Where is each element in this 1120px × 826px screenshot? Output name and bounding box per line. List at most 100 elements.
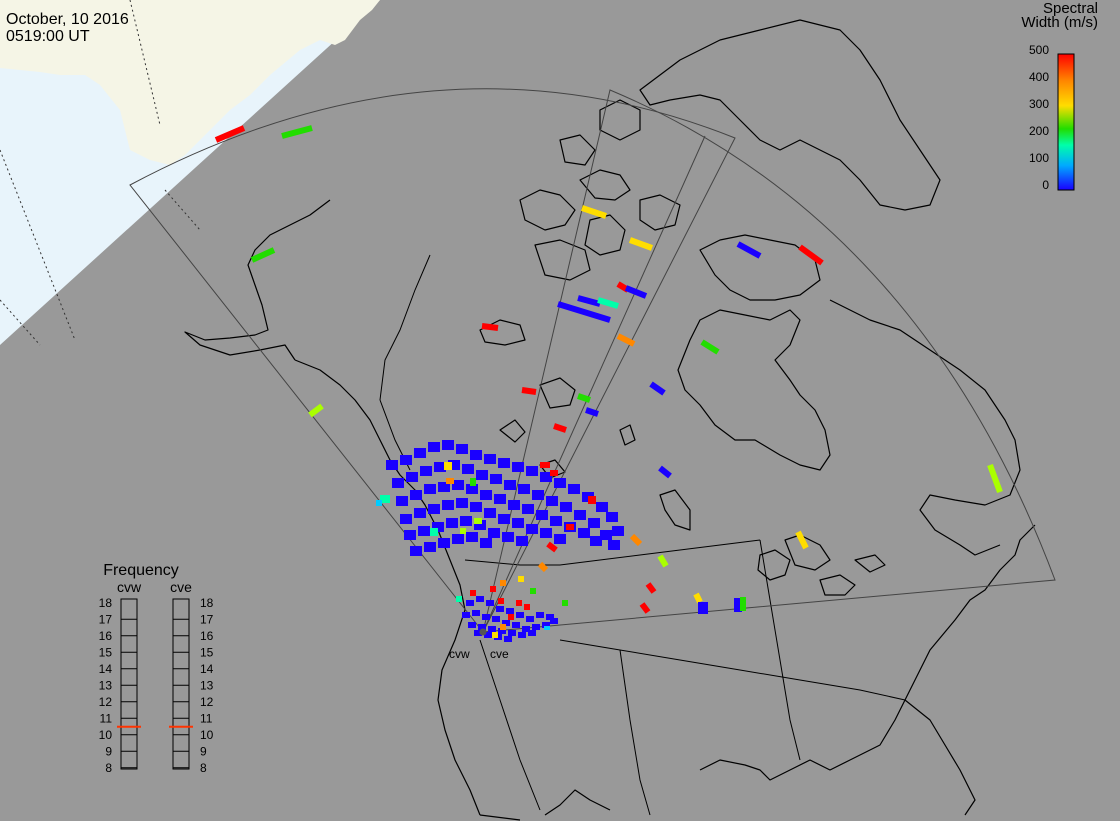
radar-echo [508,614,514,620]
radar-echo [649,381,666,396]
radar-echo [522,626,530,632]
radar-echo [488,528,500,538]
radar-echo [600,530,612,540]
radar-echo [502,620,510,626]
radar-echo [428,442,440,452]
radar-echo [536,612,544,618]
radar-echo [616,333,636,347]
radar-echo [585,407,599,417]
radar-echo [512,462,524,472]
radar-echo [562,600,568,606]
radar-echo [484,508,496,518]
radar-echo [645,582,657,594]
radar-echo [490,586,496,592]
radar-echo [518,576,524,582]
radar-echo [537,561,549,573]
radar-echo [446,478,454,484]
radar-echo [540,528,552,538]
frequency-tick-left: 8 [105,761,112,775]
radar-echo [470,478,476,486]
radar-echo [444,462,452,470]
radar-echo [438,538,450,548]
radar-echo [693,592,703,604]
radar-echo [516,612,524,618]
radar-echo [629,533,643,547]
frequency-tick-right: 9 [200,745,207,759]
radar-echo [588,496,596,504]
radar-echo [281,125,313,139]
radar-echo [480,490,492,500]
radar-echo [542,622,550,628]
radar-echo [456,444,468,454]
radar-echo [526,616,534,622]
radar-echo [516,536,528,546]
radar-echo [504,480,516,490]
radar-echo [476,596,484,602]
frequency-cve-label: cve [170,579,192,595]
radar-echo [606,512,618,522]
radar-echo [658,465,672,479]
colorbar-tick-label: 400 [1029,70,1049,84]
radar-echo [386,460,398,470]
radar-echo [798,244,824,266]
radar-echo [456,596,462,602]
radar-echo [574,510,586,520]
radar-echo [484,454,496,464]
frequency-bar-cvw [120,598,138,770]
frequency-panel: Frequency cvw cve 18 18 17 17 16 16 15 15 14 14 13… [99,562,214,775]
radar-echo [734,598,742,612]
colorbar-ticks: 500 400 300 200 100 0 [1029,43,1049,192]
radar-echo [400,514,412,524]
radar-echo [554,534,566,544]
radar-echo [420,466,432,476]
radar-echo [532,624,540,630]
radar-echo [486,600,494,606]
radar-echo [448,460,460,470]
radar-echo [496,606,504,612]
frequency-tick-left: 9 [105,745,112,759]
radar-echo [581,205,607,219]
radar-echo [502,532,514,542]
colorbar-title-line1: Spectral [1043,0,1098,17]
radar-echo [442,500,454,510]
radar-echo [596,502,608,512]
radar-echo [557,301,611,323]
radar-echo [577,295,601,307]
radar-echo [466,484,478,494]
radar-echo [462,612,470,618]
radar-echo [430,528,438,536]
radar-echo [452,534,464,544]
frequency-cvw-label: cvw [117,579,142,595]
frequency-tick-left: 16 [99,629,113,643]
radar-echo [396,496,408,506]
radar-echo [418,526,430,536]
radar-echo [700,339,720,355]
radar-echoes [214,125,1003,642]
radar-echo [474,518,482,524]
radar-echo [512,518,524,528]
radar-echo [657,554,669,568]
frequency-tick-right: 11 [200,712,213,726]
radar-echo [392,478,404,488]
time-label: 0519:00 UT [6,28,90,45]
radar-echo [550,516,562,526]
radar-echo [214,125,246,143]
frequency-scale: 18 18 17 17 16 16 15 15 14 14 13 13 12 12 11 11 10 10 9 9 8 8 [99,596,214,775]
frequency-tick-left: 18 [99,596,113,610]
radar-echo [518,632,526,638]
radar-echo [508,630,516,636]
radar-echo [550,618,558,624]
radar-echo [484,632,492,638]
radar-echo [508,500,520,510]
radar-echo [406,472,418,482]
frequency-tick-right: 16 [200,629,214,643]
radar-echo [494,494,506,504]
radar-label-cvw: cvw [449,647,470,661]
fov-cvw [129,88,736,633]
radar-echo [460,516,472,526]
radar-echo [481,323,499,331]
radar-echo [498,628,506,634]
colorbar-tick-label: 500 [1029,43,1049,57]
